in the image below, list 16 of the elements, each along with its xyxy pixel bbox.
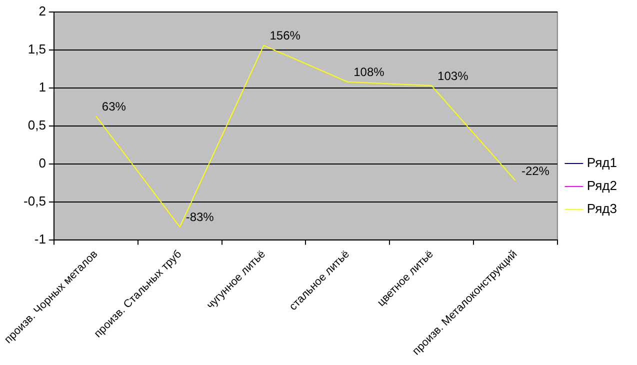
legend-label: Ряд2 bbox=[586, 178, 618, 194]
y-tick-label: -1 bbox=[34, 231, 46, 246]
y-tick-label: -0,5 bbox=[24, 193, 46, 208]
data-label: 108% bbox=[354, 65, 385, 80]
legend-label: Ряд1 bbox=[586, 155, 618, 170]
data-label: 156% bbox=[270, 28, 301, 43]
data-label: 63% bbox=[102, 99, 126, 114]
y-tick-label: 0 bbox=[38, 155, 46, 170]
data-label: -83% bbox=[186, 210, 214, 224]
y-tick-label: 1 bbox=[38, 80, 46, 95]
data-label: -22% bbox=[521, 164, 550, 178]
y-tick-label: 1,5 bbox=[28, 42, 46, 57]
y-tick-label: 2 bbox=[38, 4, 46, 19]
y-tick-label: 0,5 bbox=[28, 117, 46, 132]
data-label: 103% bbox=[438, 68, 469, 83]
legend-label: Ряд3 bbox=[586, 201, 618, 216]
